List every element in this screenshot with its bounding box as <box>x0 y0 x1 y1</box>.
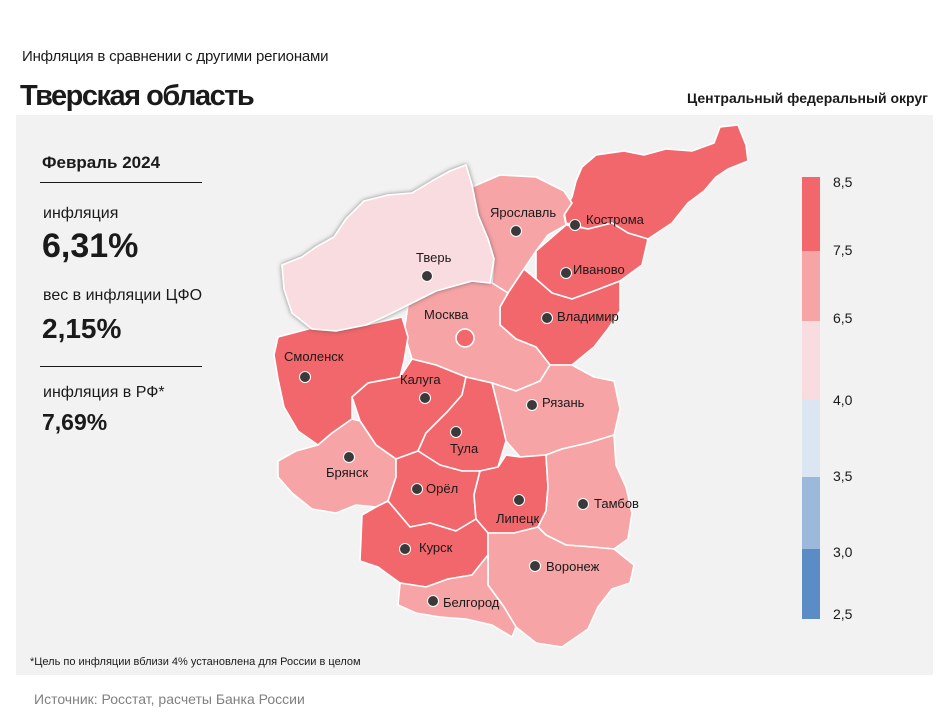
legend: 8,5 7,5 6,5 4,0 3,5 3,0 2,5 <box>802 174 853 622</box>
page-title: Тверская область <box>20 80 255 112</box>
city-label-tambov: Тамбов <box>594 496 639 511</box>
city-dot[interactable] <box>399 543 411 555</box>
legend-swatch <box>802 549 820 619</box>
city-label-voronezh: Воронеж <box>546 559 600 574</box>
legend-tick: 7,5 <box>833 242 853 258</box>
city-label-vladimir: Владимир <box>557 309 619 324</box>
city-label-ryazan: Рязань <box>542 395 585 410</box>
stats-block: Февраль 2024 инфляция 6,31% вес в инфляц… <box>16 115 216 435</box>
city-label-kursk: Курск <box>419 540 453 555</box>
city-label-kostroma: Кострома <box>586 212 645 227</box>
legend-swatch <box>802 477 820 549</box>
region-ivanovo[interactable] <box>535 222 649 300</box>
period-label: Февраль 2024 <box>42 153 161 172</box>
city-label-tver: Тверь <box>416 250 452 265</box>
rf-inflation-label: инфляция в РФ* <box>43 384 165 401</box>
city-dot[interactable] <box>421 270 433 282</box>
city-dot[interactable] <box>541 312 553 324</box>
legend-tick: 4,0 <box>833 392 853 408</box>
city-label-orel: Орёл <box>426 481 458 496</box>
city-label-yaroslavl: Ярославль <box>490 205 556 220</box>
region-tver[interactable] <box>281 164 495 332</box>
city-dot[interactable] <box>513 494 525 506</box>
inflation-value: 6,31% <box>42 227 139 265</box>
supertitle: Инфляция в сравнении с другими регионами <box>22 48 329 65</box>
weight-value: 2,15% <box>42 313 122 344</box>
footnote: *Цель по инфляции вблизи 4% установлена … <box>30 656 361 668</box>
city-dot[interactable] <box>427 595 439 607</box>
city-label-lipetsk: Липецк <box>496 511 540 526</box>
rf-inflation-value: 7,69% <box>42 409 108 435</box>
legend-tick: 3,5 <box>833 468 853 484</box>
city-dot[interactable] <box>343 451 355 463</box>
city-dot[interactable] <box>526 399 538 411</box>
region-belgorod[interactable] <box>397 554 517 638</box>
city-dot[interactable] <box>450 426 462 438</box>
divider <box>40 366 202 367</box>
legend-swatch <box>802 177 820 251</box>
city-dot[interactable] <box>529 560 541 572</box>
region-map: 8,5 7,5 6,5 4,0 3,5 3,0 2,5 Тверь Яросла… <box>273 124 853 648</box>
city-dot[interactable] <box>577 498 589 510</box>
legend-tick: 3,0 <box>833 544 853 560</box>
city-dot[interactable] <box>411 483 423 495</box>
divider <box>40 182 202 183</box>
weight-label: вес в инфляции ЦФО <box>43 287 203 304</box>
legend-swatch <box>802 399 820 477</box>
legend-swatch <box>802 321 820 399</box>
city-label-kaluga: Калуга <box>400 372 441 387</box>
city-dot[interactable] <box>510 225 522 237</box>
city-label-ivanovo: Иваново <box>573 262 625 277</box>
capital-dot[interactable] <box>455 328 475 348</box>
inflation-label: инфляция <box>43 205 119 222</box>
district-label: Центральный федеральный округ <box>686 90 928 106</box>
legend-tick: 8,5 <box>833 174 853 190</box>
city-label-moscow: Москва <box>424 307 469 322</box>
city-dot[interactable] <box>419 392 431 404</box>
city-markers: Тверь Ярославль Кострома Иваново Владими… <box>284 205 645 610</box>
city-label-tula: Тула <box>450 441 479 456</box>
city-label-belgorod: Белгород <box>443 595 500 610</box>
legend-tick: 6,5 <box>833 310 853 326</box>
city-label-bryansk: Брянск <box>326 465 368 480</box>
map-panel: 8,5 7,5 6,5 4,0 3,5 3,0 2,5 Тверь Яросла… <box>16 115 933 675</box>
city-dot[interactable] <box>569 219 581 231</box>
legend-tick: 2,5 <box>833 606 853 622</box>
city-label-smolensk: Смоленск <box>284 349 344 364</box>
region-tambov[interactable] <box>537 434 633 550</box>
region-ryazan[interactable] <box>491 364 621 458</box>
city-dot[interactable] <box>299 371 311 383</box>
legend-swatch <box>802 251 820 321</box>
city-dot[interactable] <box>560 267 572 279</box>
source-note: Источник: Росстат, расчеты Банка России <box>34 691 305 707</box>
